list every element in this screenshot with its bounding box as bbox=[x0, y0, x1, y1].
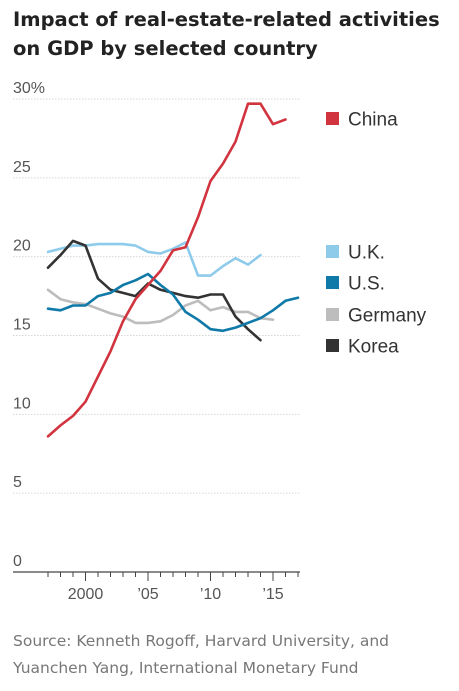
y-tick-label: 10 bbox=[13, 395, 31, 412]
series-lines bbox=[46, 102, 300, 438]
legend-swatch-uk bbox=[326, 245, 339, 258]
legend-label-china: China bbox=[348, 110, 398, 131]
y-tick-label: 15 bbox=[13, 317, 31, 334]
series-line-china bbox=[46, 102, 287, 438]
legend-swatch-china bbox=[326, 112, 339, 125]
legend-swatch-us bbox=[326, 276, 339, 289]
y-tick-label: 5 bbox=[13, 474, 22, 491]
legend: China U.K. U.S. Germany Korea bbox=[326, 110, 427, 358]
y-tick-label: 20 bbox=[13, 238, 31, 255]
legend-label-uk: U.K. bbox=[348, 243, 385, 264]
y-tick-label: 25 bbox=[13, 159, 31, 176]
legend-label-us: U.S. bbox=[348, 274, 385, 295]
series-line-us bbox=[46, 272, 300, 333]
y-axis-labels: 30% 25 20 15 10 5 0 bbox=[13, 80, 45, 570]
source-note: Source: Kenneth Rogoff, Harvard Universi… bbox=[13, 632, 390, 677]
legend-swatch-germany bbox=[326, 308, 339, 321]
x-tick-label: ’10 bbox=[200, 586, 221, 603]
x-axis: 2000 ’05 ’10 ’15 bbox=[13, 571, 300, 603]
legend-swatch-korea bbox=[326, 339, 339, 352]
chart-title: Impact of real-estate-related activities… bbox=[13, 8, 440, 60]
y-tick-label: 30% bbox=[13, 80, 45, 97]
series-line-uk bbox=[46, 241, 262, 277]
x-tick-label: 2000 bbox=[68, 586, 104, 603]
x-tick-label: ’15 bbox=[262, 586, 283, 603]
y-tick-label: 0 bbox=[13, 553, 22, 570]
series-line-korea bbox=[46, 239, 262, 342]
legend-label-germany: Germany bbox=[348, 306, 427, 327]
legend-label-korea: Korea bbox=[348, 337, 399, 358]
x-tick-label: ’05 bbox=[137, 586, 158, 603]
